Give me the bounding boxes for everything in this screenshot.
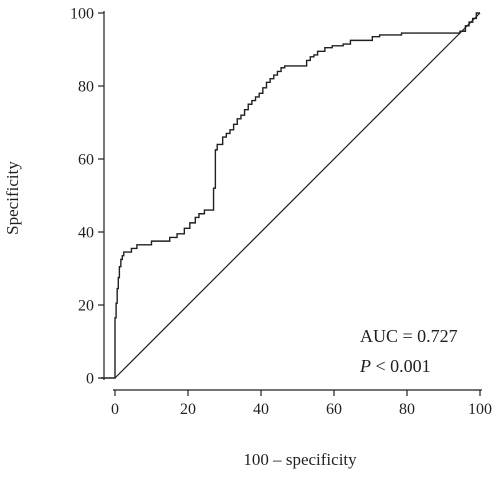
y-axis-title: Specificity [3,161,22,235]
y-tick-label: 80 [78,79,94,96]
x-axis-title: 100 – specificity [243,450,357,469]
y-tick-label: 40 [78,225,94,242]
x-tick-label: 20 [180,401,196,418]
auc-annotation-text: AUC = 0.727 [360,326,458,346]
axis-ticks: 0 20 40 60 80 100 0 20 40 60 80 100 [70,6,492,419]
y-tick-label: 20 [78,298,94,315]
x-tick-label: 80 [399,401,415,418]
p-value-annotation: P < 0.001 [359,356,431,376]
y-tick-label: 0 [86,371,94,388]
x-tick-label: 100 [468,401,492,418]
p-value-text: < 0.001 [371,356,431,376]
axes [103,11,482,391]
y-tick-label: 100 [70,6,94,23]
y-tick-label: 60 [78,152,94,169]
x-tick-label: 60 [326,401,342,418]
x-tick-label: 0 [111,401,119,418]
x-tick-label: 40 [253,401,269,418]
roc-curve [101,12,480,379]
auc-annotation: AUC = 0.727 [360,326,458,346]
p-value-symbol: P [359,356,371,376]
chart-lines [101,12,481,379]
reference-diagonal-line [114,12,481,379]
